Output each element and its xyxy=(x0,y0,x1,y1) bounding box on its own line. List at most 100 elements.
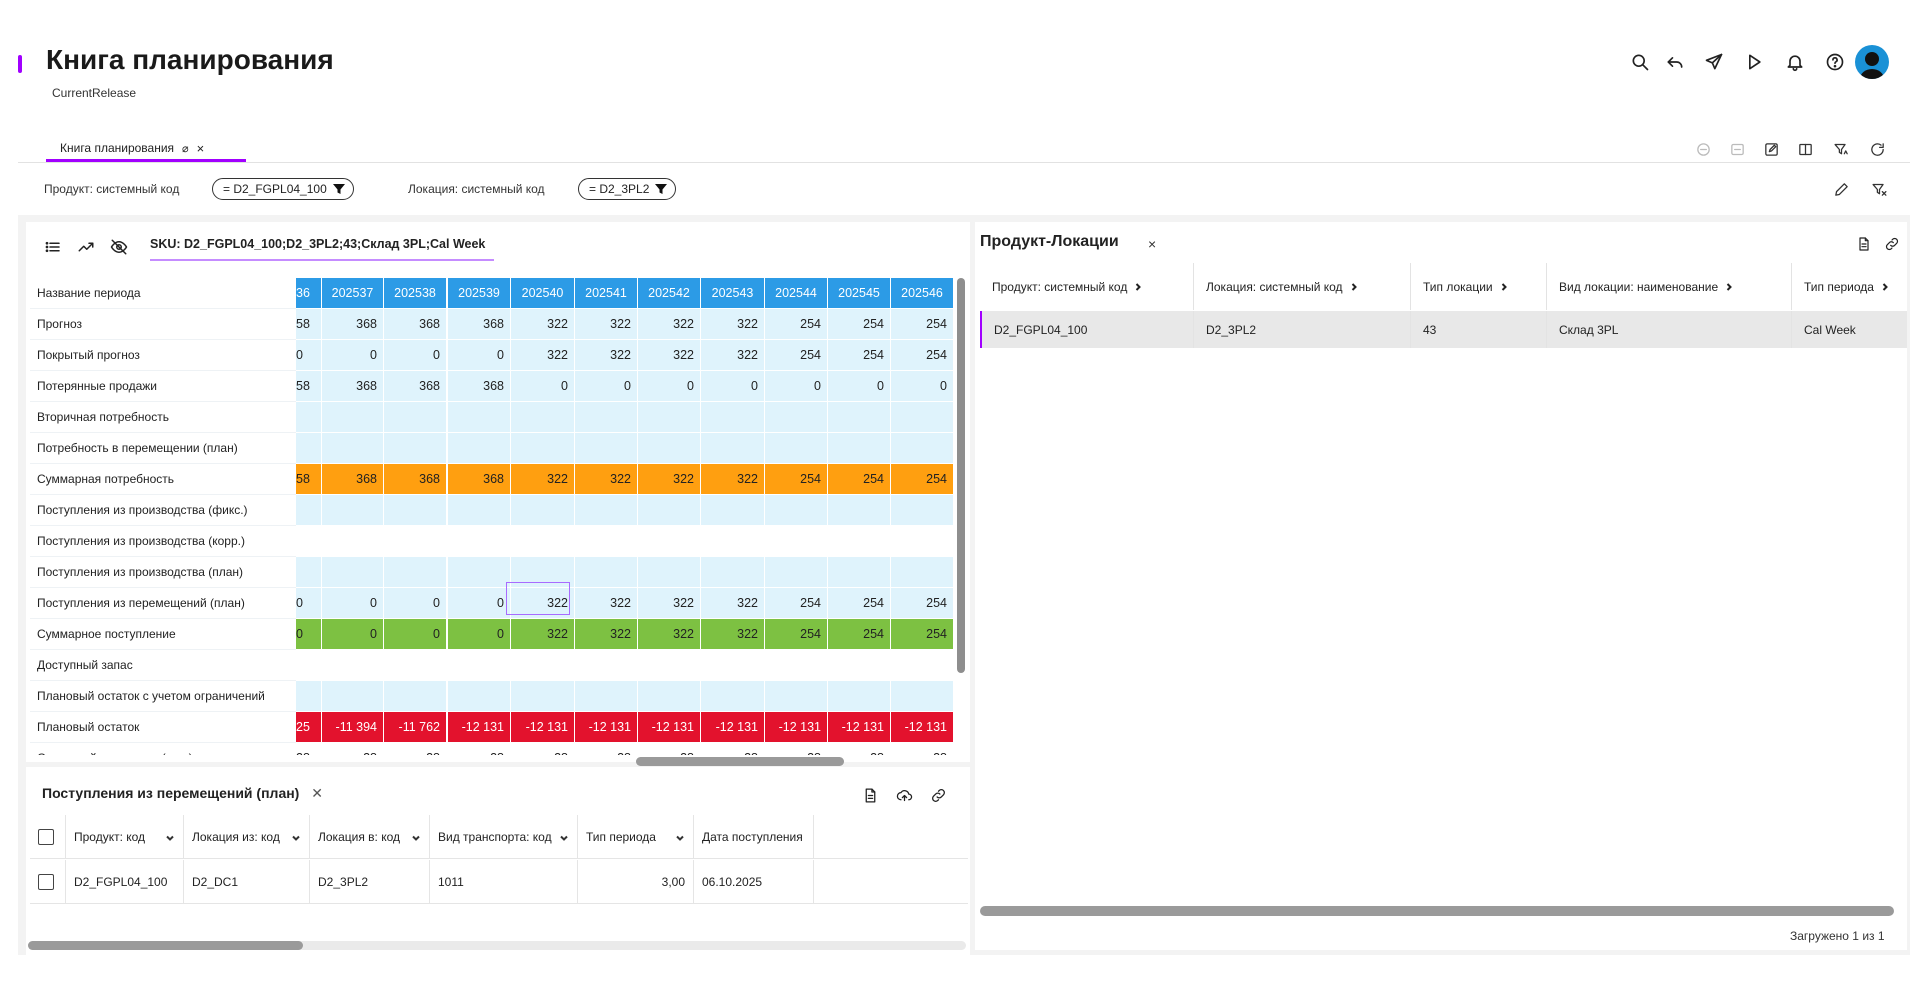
grid-cell[interactable] xyxy=(384,650,447,681)
grid-cell[interactable]: 58 xyxy=(296,309,322,340)
grid-cell[interactable] xyxy=(384,402,447,433)
grid-cell[interactable] xyxy=(384,495,447,526)
grid-cell[interactable] xyxy=(296,526,322,557)
grid-cell[interactable]: 0 xyxy=(322,340,384,371)
grid-cell[interactable]: 322 xyxy=(638,588,701,619)
grid-cell[interactable] xyxy=(511,526,575,557)
grid-cell[interactable] xyxy=(575,557,638,588)
grid-cell[interactable] xyxy=(575,650,638,681)
grid-cell[interactable] xyxy=(575,681,638,712)
grid-cell[interactable] xyxy=(638,495,701,526)
filter-location-chip[interactable]: = D2_3PL2 xyxy=(578,178,677,200)
play-icon[interactable] xyxy=(1740,48,1768,76)
right-panel-horizontal-scrollbar[interactable] xyxy=(980,906,1894,916)
grid-cell[interactable]: 322 xyxy=(511,588,575,619)
grid-cell[interactable] xyxy=(891,681,954,712)
grid-cell[interactable]: 322 xyxy=(511,340,575,371)
grid-cell[interactable]: 368 xyxy=(448,371,511,402)
grid-cell[interactable] xyxy=(765,495,828,526)
grid-cell[interactable] xyxy=(828,495,891,526)
grid-cell[interactable]: 0 xyxy=(322,619,384,650)
tab-close-icon[interactable]: × xyxy=(196,140,205,156)
layout-icon[interactable] xyxy=(1792,136,1818,162)
grid-cell[interactable]: 368 xyxy=(322,309,384,340)
avatar[interactable] xyxy=(1855,45,1889,79)
grid-cell[interactable]: 0 xyxy=(511,371,575,402)
table-cell[interactable]: Склад 3PL xyxy=(1547,311,1792,348)
grid-cell[interactable] xyxy=(322,433,384,464)
grid-cell[interactable]: 0 xyxy=(296,588,322,619)
filter-product-chip[interactable]: = D2_FGPL04_100 xyxy=(212,178,354,200)
period-header-cell[interactable]: 202546 xyxy=(891,278,954,309)
grid-cell[interactable]: 28 xyxy=(828,743,891,755)
grid-cell[interactable] xyxy=(511,557,575,588)
link-icon[interactable] xyxy=(1880,232,1904,256)
document-icon[interactable] xyxy=(857,782,883,808)
grid-cell[interactable] xyxy=(828,650,891,681)
grid-cell[interactable]: 368 xyxy=(384,464,447,495)
chevron-down-icon[interactable] xyxy=(291,832,301,842)
grid-cell[interactable] xyxy=(765,526,828,557)
grid-cell[interactable] xyxy=(638,650,701,681)
grid-cell[interactable]: 0 xyxy=(322,588,384,619)
table-cell[interactable]: 3,00 xyxy=(578,860,694,904)
table-cell[interactable]: 43 xyxy=(1411,311,1547,348)
grid-cell[interactable]: 25 xyxy=(296,712,322,743)
detail-horizontal-scrollbar[interactable] xyxy=(28,941,303,950)
grid-cell[interactable]: 254 xyxy=(828,588,891,619)
grid-cell[interactable]: -11 762 xyxy=(384,712,447,743)
help-icon[interactable] xyxy=(1821,48,1849,76)
grid-cell[interactable]: 322 xyxy=(575,619,638,650)
table-cell[interactable]: 06.10.2025 xyxy=(694,860,814,904)
grid-cell[interactable]: 28 xyxy=(511,743,575,755)
grid-cell[interactable] xyxy=(384,557,447,588)
grid-cell[interactable]: 28 xyxy=(701,743,765,755)
column-header[interactable]: Тип локации xyxy=(1411,263,1547,310)
chart-line-icon[interactable] xyxy=(73,236,99,258)
column-header[interactable]: Тип периода xyxy=(1792,263,1907,310)
grid-cell[interactable]: 254 xyxy=(765,588,828,619)
chevron-right-icon[interactable] xyxy=(1880,282,1890,292)
tab-planning-book[interactable]: Книга планирования ⌀ × xyxy=(48,134,216,162)
grid-cell[interactable]: -12 131 xyxy=(765,712,828,743)
grid-cell[interactable]: 254 xyxy=(891,464,954,495)
grid-cell[interactable]: 322 xyxy=(511,464,575,495)
grid-cell[interactable]: 28 xyxy=(322,743,384,755)
period-header-cell[interactable]: 202541 xyxy=(575,278,638,309)
chevron-right-icon[interactable] xyxy=(1724,282,1734,292)
grid-cell[interactable] xyxy=(511,650,575,681)
grid-cell[interactable]: 322 xyxy=(511,619,575,650)
grid-cell[interactable] xyxy=(511,495,575,526)
grid-cell[interactable]: 0 xyxy=(384,619,447,650)
document-icon[interactable] xyxy=(1852,232,1876,256)
grid-cell[interactable] xyxy=(296,650,322,681)
grid-cell[interactable] xyxy=(891,557,954,588)
column-header[interactable]: Вид локации: наименование xyxy=(1547,263,1792,310)
grid-cell[interactable]: 254 xyxy=(891,619,954,650)
table-cell[interactable]: Cal Week xyxy=(1792,311,1907,348)
grid-cell[interactable] xyxy=(701,557,765,588)
pencil-icon[interactable] xyxy=(1828,176,1854,202)
grid-cell[interactable] xyxy=(448,402,511,433)
grid-cell[interactable] xyxy=(701,681,765,712)
chevron-right-icon[interactable] xyxy=(1133,282,1143,292)
table-cell[interactable]: D2_FGPL04_100 xyxy=(66,860,184,904)
grid-cell[interactable] xyxy=(384,433,447,464)
grid-cell[interactable]: 0 xyxy=(828,371,891,402)
column-header[interactable]: Локация из: код xyxy=(184,815,310,859)
filter-settings-icon[interactable] xyxy=(1828,136,1854,162)
grid-cell[interactable]: 58 xyxy=(296,464,322,495)
column-header[interactable]: Вид транспорта: код xyxy=(430,815,578,859)
grid-cell[interactable] xyxy=(384,681,447,712)
grid-cell[interactable]: -12 131 xyxy=(828,712,891,743)
send-icon[interactable] xyxy=(1700,48,1728,76)
grid-cell[interactable] xyxy=(296,681,322,712)
bell-icon[interactable] xyxy=(1781,48,1809,76)
grid-cell[interactable] xyxy=(448,557,511,588)
grid-cell[interactable]: 0 xyxy=(296,619,322,650)
grid-cell[interactable] xyxy=(384,526,447,557)
undo-icon[interactable] xyxy=(1661,48,1689,76)
grid-cell[interactable] xyxy=(448,526,511,557)
column-header[interactable]: Тип периода xyxy=(578,815,694,859)
grid-cell[interactable]: 254 xyxy=(828,340,891,371)
